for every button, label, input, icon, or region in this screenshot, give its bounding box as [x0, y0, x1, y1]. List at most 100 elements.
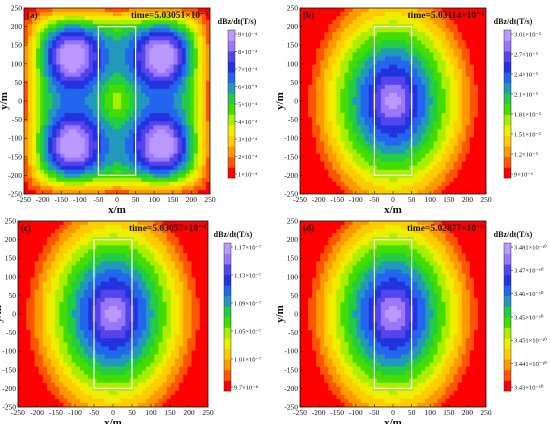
heatmap-cell	[401, 189, 406, 194]
heatmap-cell	[145, 153, 150, 159]
heatmap-cell	[401, 36, 406, 41]
heatmap-cell	[437, 28, 443, 33]
heatmap-cell	[433, 141, 439, 147]
heatmap-cell	[173, 80, 179, 86]
heatmap-cell	[32, 44, 37, 50]
colorbar-tick-label: 3×10⁻⁴	[238, 136, 258, 143]
heatmap-cell	[137, 101, 142, 106]
heatmap-cell	[461, 96, 467, 102]
heatmap-cell	[125, 28, 130, 33]
heatmap-cell	[304, 52, 309, 58]
heatmap-cell	[388, 173, 394, 179]
heatmap-cell	[372, 72, 378, 78]
heatmap-cell	[63, 330, 69, 335]
heatmap-cell	[30, 322, 36, 327]
heatmap-cell	[161, 141, 167, 147]
heatmap-cell	[457, 157, 463, 163]
heatmap-cell	[421, 60, 426, 66]
heatmap-cell	[324, 52, 329, 58]
heatmap-cell	[48, 125, 53, 130]
heatmap-cell	[332, 101, 337, 106]
heatmap-cell	[165, 8, 171, 13]
heatmap-cell	[59, 273, 65, 279]
heatmap-cell	[40, 36, 45, 41]
heatmap-cell	[189, 28, 195, 33]
heatmap-cell	[481, 105, 486, 110]
heatmap-cell	[320, 48, 325, 54]
heatmap-cell	[30, 237, 36, 242]
heatmap-cell	[304, 88, 309, 94]
heatmap-cell	[177, 149, 183, 155]
heatmap-cell	[477, 101, 483, 106]
heatmap-cell	[48, 189, 53, 194]
heatmap-cell	[141, 129, 146, 134]
heatmap-cell	[300, 125, 305, 130]
heatmap-cell	[18, 245, 23, 250]
heatmap-cell	[18, 398, 23, 404]
heatmap-cell	[469, 80, 475, 86]
heatmap-cell	[34, 257, 40, 263]
heatmap-cell	[177, 121, 183, 126]
heatmap-cell	[401, 76, 406, 82]
heatmap-cell	[137, 169, 142, 175]
heatmap-cell	[145, 24, 150, 29]
heatmap-cell	[161, 149, 167, 155]
heatmap-cell	[42, 314, 48, 319]
heatmap-cell	[44, 109, 49, 114]
heatmap-cell	[104, 121, 110, 126]
heatmap-cell	[28, 141, 33, 147]
heatmap-cell	[332, 169, 337, 175]
heatmap-cell	[153, 16, 159, 21]
heatmap-cell	[52, 64, 57, 70]
heatmap-cell	[28, 24, 33, 29]
heatmap-cell	[149, 52, 154, 58]
heatmap-cell	[469, 177, 475, 183]
heatmap-cell	[300, 92, 305, 98]
heatmap-cell	[28, 84, 33, 90]
heatmap-cell	[92, 157, 98, 163]
heatmap-cell	[421, 185, 426, 191]
heatmap-cell	[22, 285, 27, 291]
heatmap-cell	[401, 16, 406, 21]
heatmap-cell	[393, 44, 398, 50]
heatmap-cell	[181, 96, 187, 102]
heatmap-cell	[304, 60, 309, 66]
heatmap-cell	[201, 161, 207, 167]
heatmap-cell	[457, 109, 463, 114]
heatmap-cell	[473, 80, 479, 86]
heatmap-cell	[104, 165, 110, 171]
heatmap-cell	[76, 60, 82, 66]
heatmap-cell	[112, 185, 118, 191]
heatmap-cell	[121, 173, 126, 179]
heatmap-cell	[30, 326, 36, 331]
heatmap-cell	[421, 20, 426, 25]
heatmap-cell	[320, 16, 325, 21]
heatmap-cell	[457, 165, 463, 171]
heatmap-cell	[201, 76, 207, 82]
heatmap-cell	[108, 44, 114, 50]
heatmap-cell	[26, 309, 31, 315]
x-tick-label: -150	[330, 195, 344, 204]
heatmap-cell	[161, 185, 167, 191]
heatmap-cell	[465, 84, 471, 90]
heatmap-cell	[59, 398, 65, 404]
heatmap-cell	[324, 80, 329, 86]
heatmap-cell	[405, 141, 410, 147]
heatmap-cell	[372, 36, 378, 41]
colorbar-segment	[228, 82, 235, 94]
heatmap-cell	[348, 44, 354, 50]
heatmap-cell	[421, 189, 426, 194]
heatmap-field	[18, 221, 208, 407]
heatmap-cell	[68, 137, 74, 143]
heatmap-cell	[18, 305, 23, 311]
heatmap-cell	[44, 165, 49, 171]
heatmap-cell	[461, 28, 467, 33]
heatmap-cell	[64, 161, 70, 167]
heatmap-cell	[157, 44, 163, 50]
heatmap-cell	[189, 16, 195, 21]
heatmap-cell	[60, 153, 66, 159]
heatmap-cell	[92, 92, 98, 98]
heatmap-cell	[46, 277, 52, 283]
heatmap-cell	[336, 40, 342, 45]
heatmap-cell	[117, 52, 122, 58]
